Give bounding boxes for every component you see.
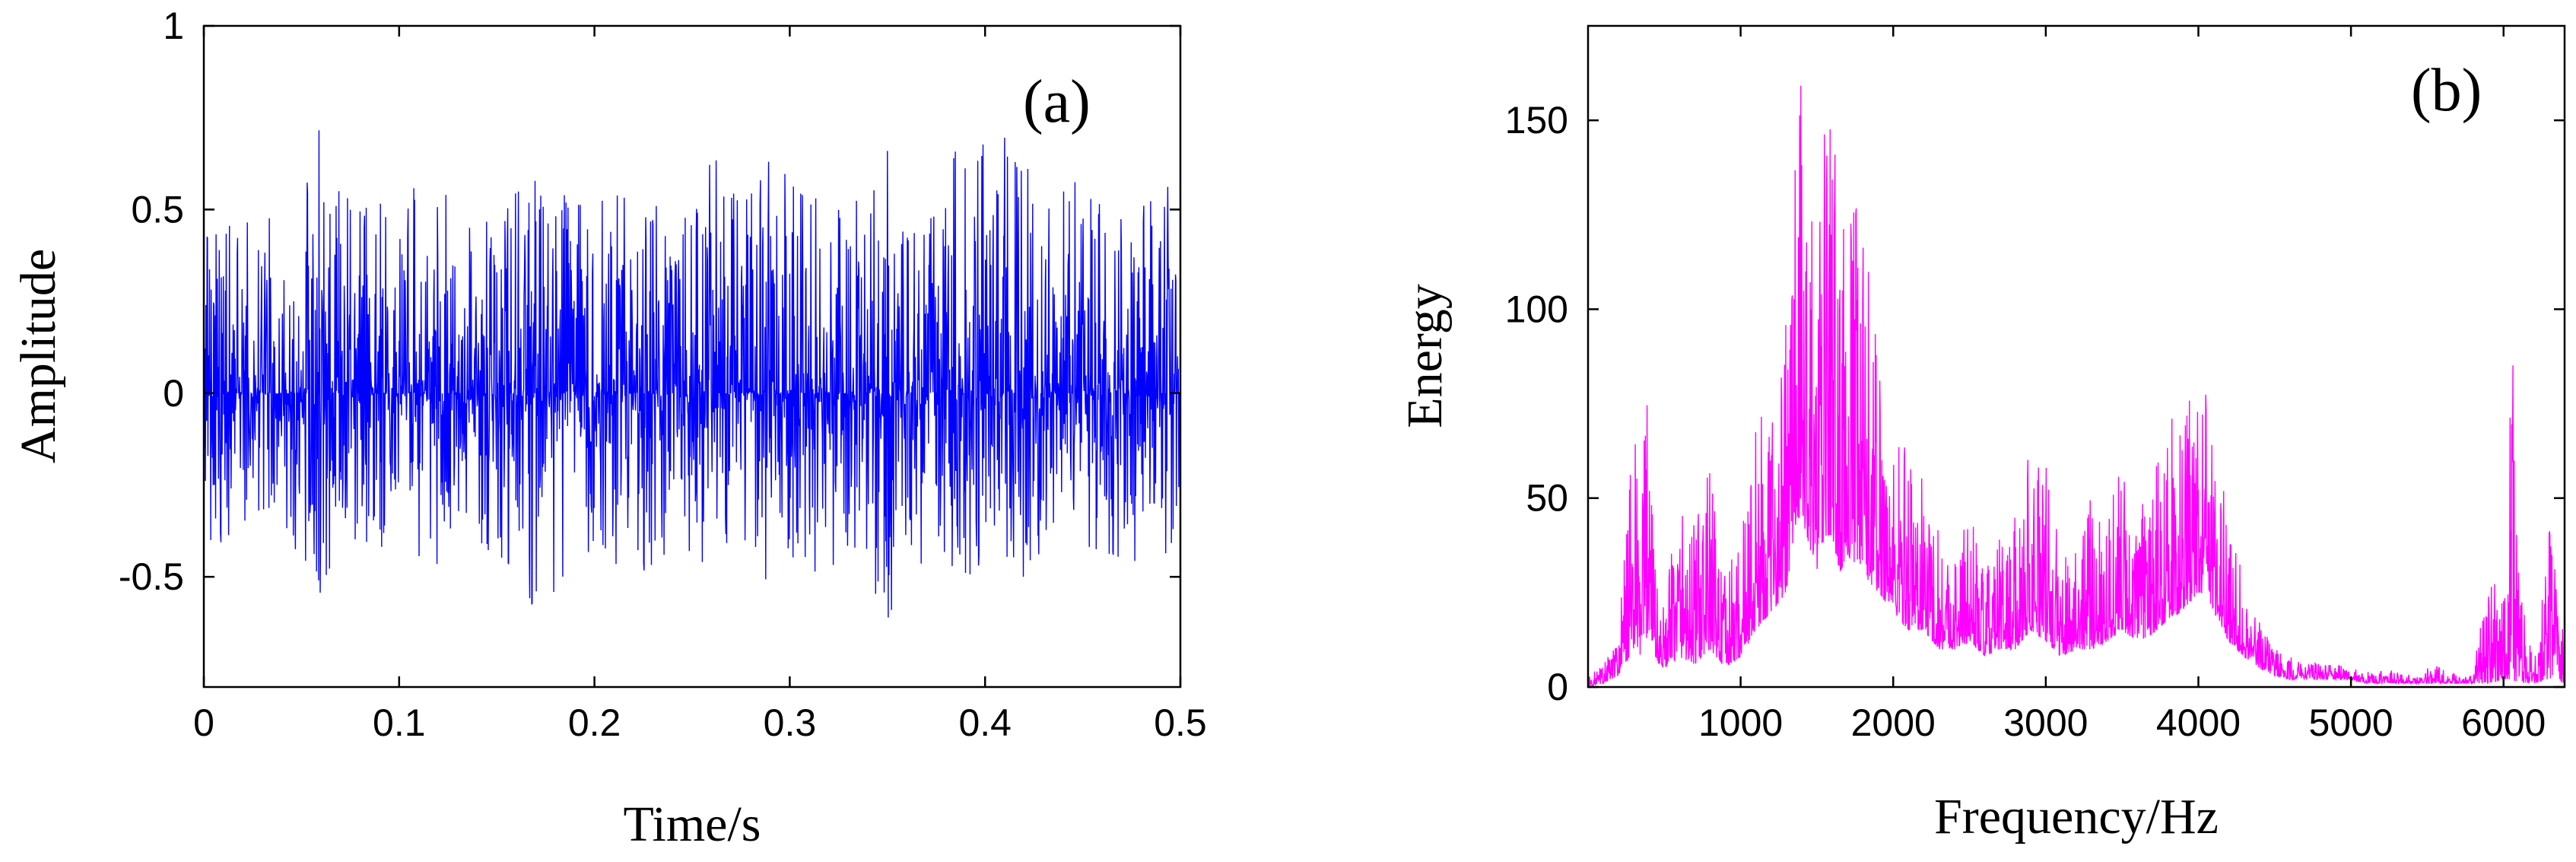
panel-a-tag: (a) xyxy=(1023,68,1091,135)
panel-b-y-tick-label: 0 xyxy=(1547,666,1568,708)
panel-b-axes-frame xyxy=(1587,24,2566,689)
panel-b-x-tick-label: 1000 xyxy=(1698,701,1783,744)
panel-a-x-tick-label: 0.5 xyxy=(1154,701,1207,744)
panel-b-x-tick-label: 3000 xyxy=(2003,701,2088,744)
panel-a-y-tick-label: 0 xyxy=(163,372,184,415)
panel-a-ticks: 0 0.1 0.2 0.3 0.4 0.5 -0.5 0 0.5 1 xyxy=(119,5,1207,744)
panel-a-x-axis-label: Time/s xyxy=(624,797,761,852)
panel-a-series-line xyxy=(203,130,1181,618)
panel-b-y-tick-label: 50 xyxy=(1526,477,1568,520)
panel-b-x-tick-label: 6000 xyxy=(2461,701,2546,744)
panel-a-amplitude-chart: 0 0.1 0.2 0.3 0.4 0.5 -0.5 0 0.5 1 (a) Time/s Amp… xyxy=(11,5,1207,852)
panel-b-y-tick-label: 150 xyxy=(1505,99,1568,142)
panel-b-x-tick-label: 4000 xyxy=(2156,701,2241,744)
panel-a-x-tick-label: 0.4 xyxy=(958,701,1012,744)
panel-b-series-line xyxy=(1587,85,2565,688)
panel-b-ticks: 1000 2000 3000 4000 5000 6000 0 50 100 150 xyxy=(1505,26,2565,744)
panel-a-y-tick-label: 0.5 xyxy=(131,188,184,231)
panel-a-x-tick-label: 0.1 xyxy=(373,701,426,744)
panel-b-tag: (b) xyxy=(2411,57,2482,124)
panel-a-y-axis-label: Amplitude xyxy=(11,249,66,463)
panel-a-x-tick-label: 0.3 xyxy=(764,701,817,744)
panel-b-x-axis-label: Frequency/Hz xyxy=(1934,789,2219,845)
panel-a-plot-area xyxy=(203,130,1181,618)
panel-a-y-tick-label: -0.5 xyxy=(119,555,184,598)
panel-b-energy-chart: 1000 2000 3000 4000 5000 6000 0 50 100 150 (b) Fr… xyxy=(1397,24,2566,845)
panel-a-x-tick-label: 0 xyxy=(193,701,214,744)
panel-a-x-tick-label: 0.2 xyxy=(568,701,621,744)
panel-b-x-tick-label: 5000 xyxy=(2309,701,2393,744)
panel-b-x-tick-label: 2000 xyxy=(1851,701,1936,744)
panel-b-plot-area xyxy=(1587,85,2565,688)
panel-b-y-axis-label: Energy xyxy=(1397,284,1453,428)
panel-a-axes-frame xyxy=(202,24,1182,689)
panel-b-y-tick-label: 100 xyxy=(1505,288,1568,330)
panel-a-y-tick-label: 1 xyxy=(163,5,184,47)
